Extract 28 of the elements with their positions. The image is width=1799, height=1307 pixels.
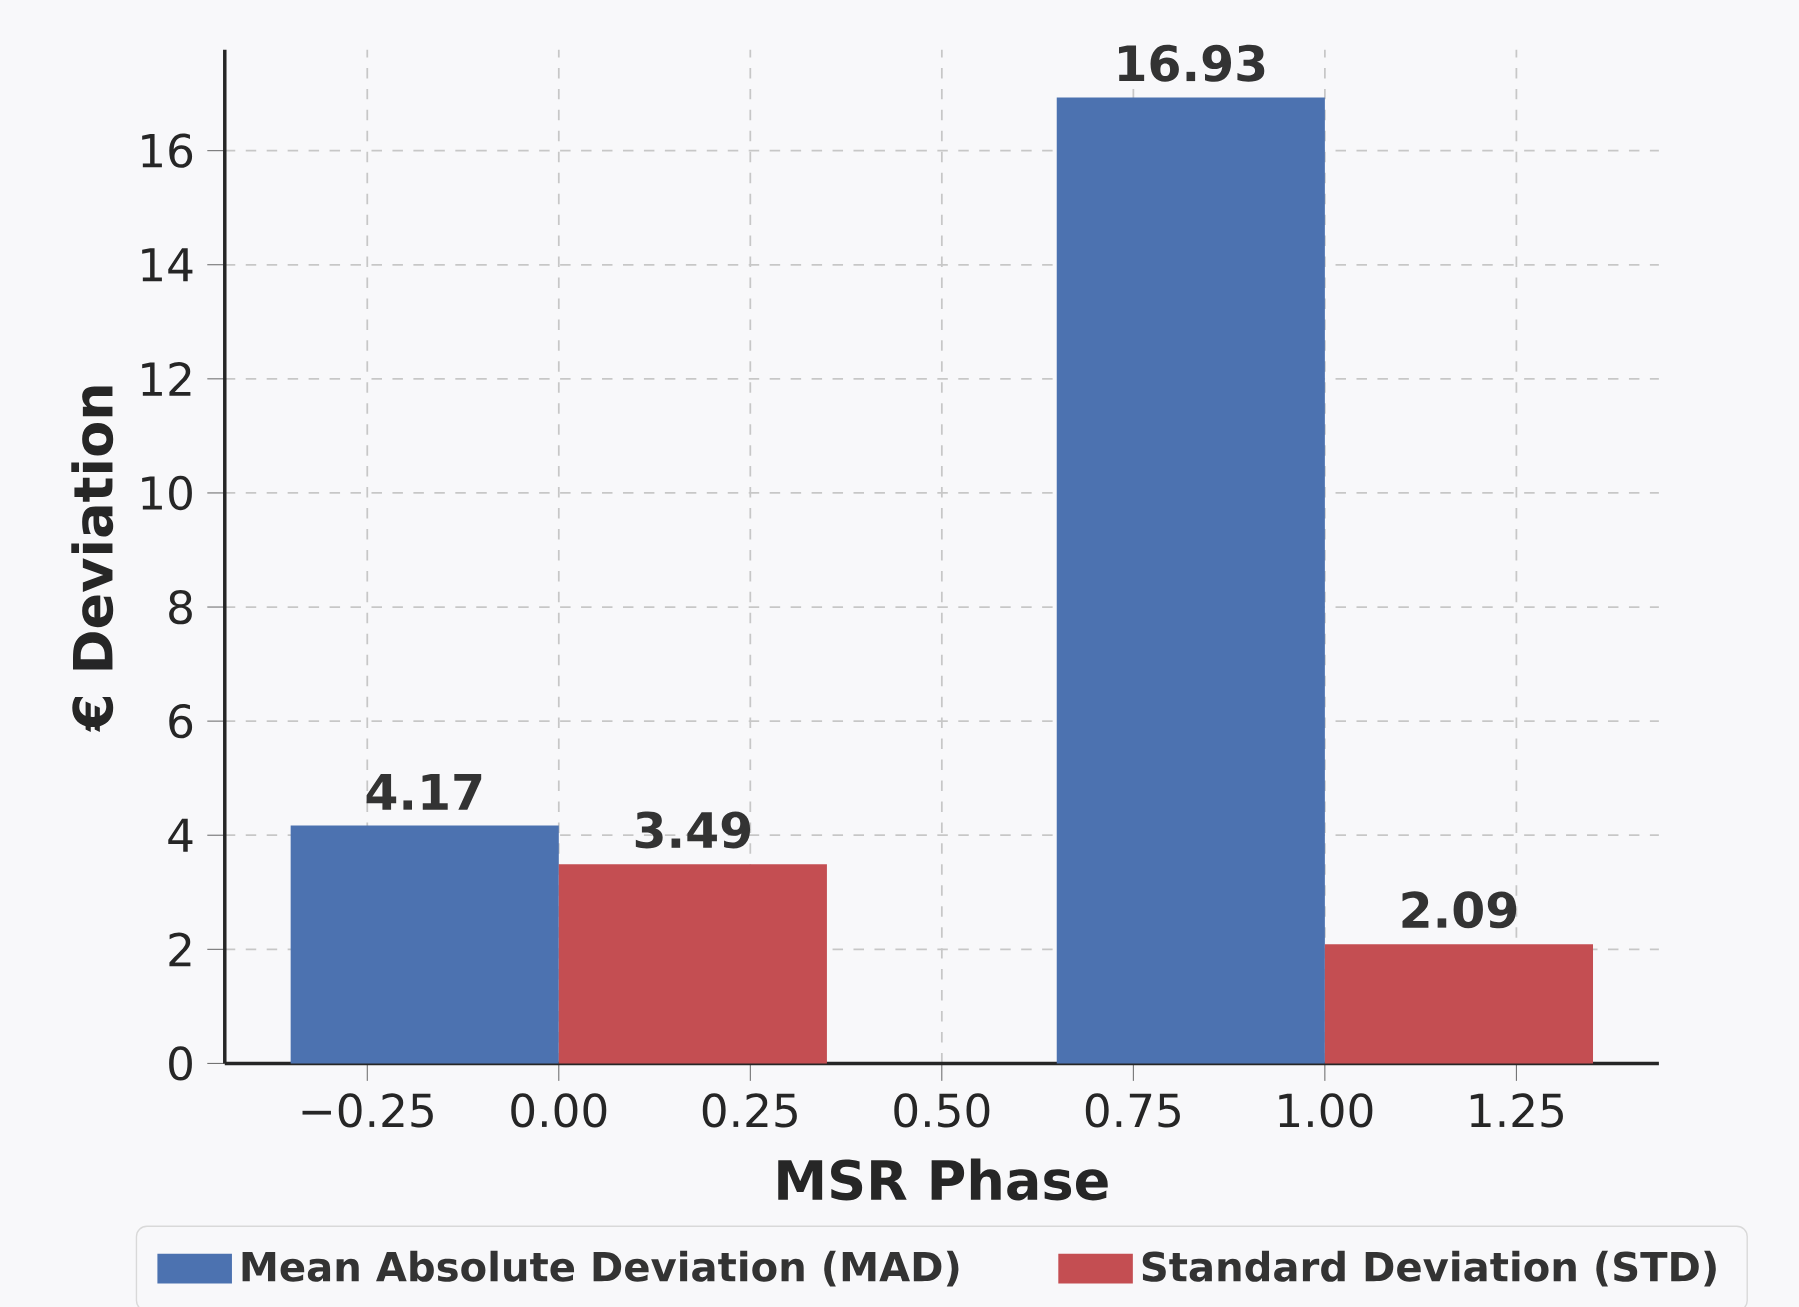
y-axis-title: € Deviation (71, 386, 114, 733)
y-tick-label: 14 (142, 248, 193, 282)
legend-label: Standard Deviation (STD) (1142, 1250, 1716, 1287)
bar (1056, 97, 1325, 1064)
y-tick-label: 12 (142, 362, 191, 396)
y-tick-label: 2 (169, 932, 191, 967)
bar (558, 864, 827, 1064)
bar (290, 825, 559, 1064)
y-tick-label: 6 (169, 704, 193, 739)
y-tick-label: 4 (168, 818, 193, 852)
data-label: 2.09 (1402, 891, 1517, 929)
y-tick-label: 10 (142, 475, 192, 511)
data-label: 4.17 (366, 774, 482, 810)
y-tick-label: 8 (169, 589, 192, 625)
data-label: 3.49 (635, 811, 751, 849)
x-tick-label: 0.00 (511, 1093, 607, 1128)
legend-label: Mean Absolute Deviation (MAD) (242, 1250, 959, 1287)
x-tick-label: 0.25 (702, 1093, 797, 1128)
y-tick-label: 16 (142, 133, 193, 168)
y-tick-label: 0 (169, 1046, 192, 1081)
x-axis-title: MSR Phase (778, 1158, 1108, 1201)
x-tick-label: 0.50 (894, 1093, 990, 1128)
bar (1324, 944, 1594, 1064)
x-tick-label: 1.25 (1470, 1093, 1563, 1128)
x-tick-label: 0.75 (1085, 1093, 1180, 1128)
x-tick-label: 1.00 (1279, 1093, 1373, 1128)
x-tick-label: −0.25 (302, 1093, 433, 1128)
data-label: 16.93 (1119, 44, 1265, 82)
